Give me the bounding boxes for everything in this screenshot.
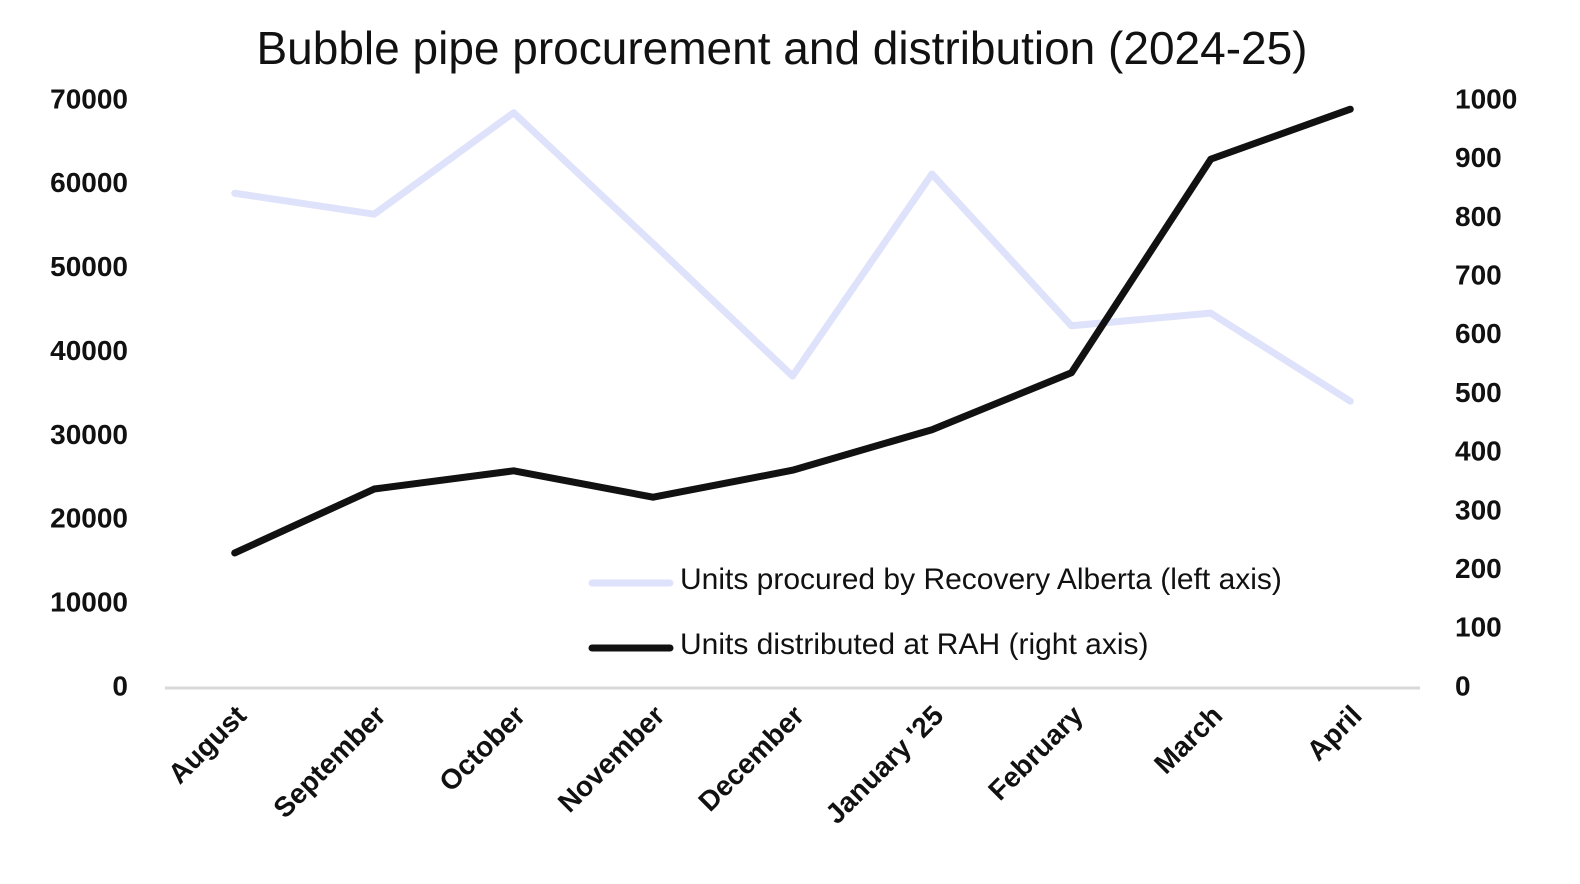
series-line — [231, 105, 1354, 557]
y2-tick-label: 800 — [1455, 201, 1502, 232]
y2-tick-label: 900 — [1455, 142, 1502, 173]
x-tick-label: October — [433, 699, 531, 797]
y2-tick-label: 0 — [1455, 670, 1471, 701]
y2-tick-label: 300 — [1455, 494, 1502, 525]
x-tick-label: April — [1301, 700, 1368, 767]
y2-tick-label: 1000 — [1455, 83, 1517, 114]
y-tick-label: 30000 — [50, 419, 128, 450]
y2-tick-label: 200 — [1455, 553, 1502, 584]
x-tick-label: December — [692, 699, 810, 817]
x-tick-label: January '25 — [819, 700, 949, 830]
y-tick-label: 0 — [112, 670, 128, 701]
y-tick-label: 60000 — [50, 167, 128, 198]
y2-tick-label: 500 — [1455, 377, 1502, 408]
chart-title: Bubble pipe procurement and distribution… — [257, 22, 1308, 74]
legend-label: Units procured by Recovery Alberta (left… — [680, 563, 1282, 596]
x-tick-label: February — [982, 699, 1089, 806]
y2-tick-label: 600 — [1455, 318, 1502, 349]
legend-label: Units distributed at RAH (right axis) — [680, 628, 1149, 661]
y-tick-label: 40000 — [50, 335, 128, 366]
series-line — [231, 109, 1354, 405]
y-tick-label: 10000 — [50, 587, 128, 618]
x-tick-label: September — [267, 699, 391, 823]
y2-tick-label: 100 — [1455, 612, 1502, 643]
y-tick-label: 20000 — [50, 503, 128, 534]
y2-tick-label: 400 — [1455, 436, 1502, 467]
x-tick-label: March — [1148, 700, 1228, 780]
x-tick-label: November — [552, 699, 671, 818]
x-tick-label: August — [162, 700, 252, 790]
y-tick-label: 70000 — [50, 83, 128, 114]
y-tick-label: 50000 — [50, 251, 128, 282]
y2-tick-label: 700 — [1455, 259, 1502, 290]
